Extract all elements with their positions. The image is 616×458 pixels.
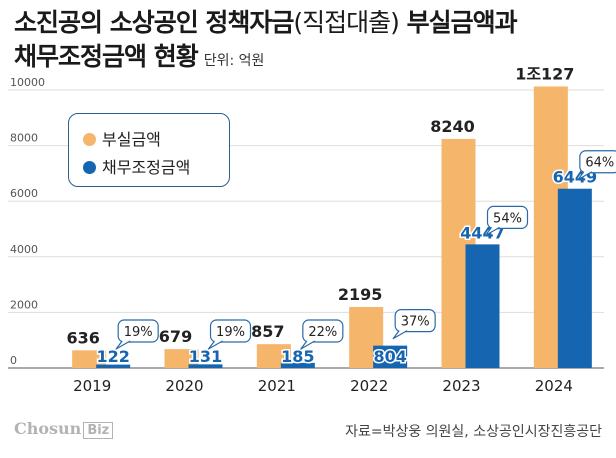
chosunbiz-logo: Chosun Biz	[14, 419, 114, 439]
legend-item-bad-loans: 부실금액	[83, 126, 161, 150]
ratio-label-2020: 19%	[216, 325, 245, 340]
bar-bad-loans-2019	[72, 350, 107, 368]
label-debt-adjust-2021: 185	[281, 347, 314, 366]
bar-debt-adjust-2023	[465, 244, 500, 368]
x-tick-label-2024: 2024	[535, 377, 573, 395]
bar-debt-adjust-2020	[188, 364, 223, 368]
ratio-label-2022: 37%	[401, 315, 430, 330]
label-debt-adjust-2022: 804	[373, 347, 406, 366]
bar-debt-adjust-2022	[373, 345, 408, 368]
label-bad-loans-2020: 679	[159, 327, 192, 346]
label-bad-loans-2024: 1조127	[515, 64, 574, 83]
ratio-bubble-tail-2021	[300, 340, 316, 350]
label-bad-loans-2023: 8240	[430, 117, 475, 136]
title-part1: 소진공의 소상공인 정책자금	[14, 8, 294, 37]
label-bad-loans-2019: 636	[66, 328, 99, 347]
unit-label: 단위: 억원	[203, 53, 265, 69]
legend-label-bad-loans: 부실금액	[102, 130, 161, 149]
bar-bad-loans-2021	[256, 344, 291, 368]
ratio-label-2024: 64%	[585, 156, 614, 171]
source-note: 자료=박상웅 의원실, 소상공인시장진흥공단	[345, 424, 602, 440]
logo-badge: Biz	[83, 422, 114, 439]
ratio-bubble-tail-2019	[115, 340, 131, 350]
x-tick-label-2020: 2020	[165, 377, 203, 395]
label-debt-adjust-2019: 122	[96, 347, 129, 366]
label-debt-adjust-2020: 131	[189, 347, 222, 366]
legend: 부실금액 채무조정금액	[68, 113, 230, 187]
label-bad-loans-2022: 2195	[338, 285, 383, 304]
bar-bad-loans-2020	[164, 349, 199, 368]
x-tick-label-2023: 2023	[442, 377, 480, 395]
ratio-bubble-2024	[579, 150, 616, 174]
y-tick-label-4: 8000	[10, 132, 38, 145]
bar-debt-adjust-2024	[557, 188, 592, 368]
legend-swatch-blue	[83, 161, 96, 174]
label-bad-loans-2021: 857	[251, 322, 284, 341]
ratio-bubble-2020	[209, 319, 252, 343]
y-tick-label-1: 2000	[10, 298, 38, 311]
ratio-label-2019: 19%	[124, 325, 153, 340]
y-tick-label-2: 4000	[10, 243, 38, 256]
y-tick-label-5: 10000	[10, 76, 45, 89]
bar-debt-adjust-2021	[280, 362, 315, 368]
chart-title: 소진공의 소상공인 정책자금(직접대출) 부실금액과 채무조정금액 현황 단위: …	[14, 6, 604, 78]
legend-label-debt-adjust: 채무조정금액	[102, 158, 191, 177]
x-tick-label-2021: 2021	[258, 377, 296, 395]
x-tick-label-2022: 2022	[350, 377, 388, 395]
legend-item-debt-adjust: 채무조정금액	[83, 154, 190, 178]
ratio-bubble-2019	[117, 319, 159, 343]
legend-swatch-orange	[83, 133, 96, 146]
ratio-bubble-2022	[394, 309, 436, 333]
y-tick-label-0: 0	[10, 354, 17, 367]
ratio-bubble-tail-2022	[392, 330, 408, 340]
bar-debt-adjust-2019	[96, 364, 131, 368]
ratio-bubble-tail-2020	[207, 340, 223, 350]
title-part2: 부실금액과	[406, 8, 518, 37]
y-tick-label-3: 6000	[10, 187, 38, 200]
x-tick-label-2019: 2019	[73, 377, 111, 395]
title-paren: (직접대출)	[293, 8, 400, 37]
ratio-label-2021: 22%	[308, 325, 337, 340]
ratio-bubble-2023	[486, 205, 529, 229]
ratio-bubble-2021	[302, 319, 344, 343]
logo-name: Chosun	[14, 419, 82, 438]
title-line2: 채무조정금액 현황	[14, 42, 199, 71]
ratio-bubble-tail-2024	[577, 171, 593, 181]
ratio-bubble-tail-2023	[484, 226, 500, 236]
ratio-label-2023: 54%	[493, 211, 522, 226]
